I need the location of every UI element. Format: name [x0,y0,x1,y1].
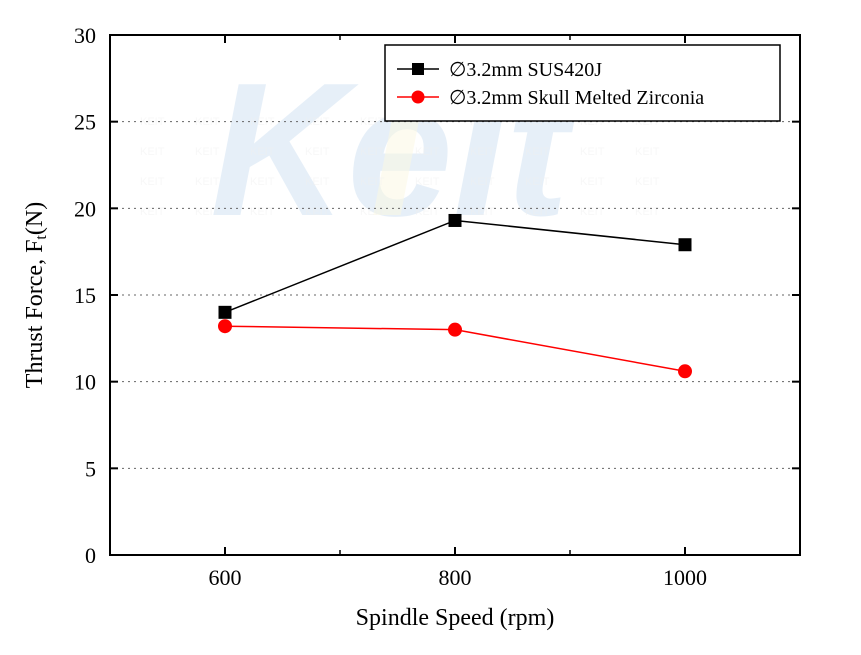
chart-svg: KeItIKEITKEITKEITKEITKEITKEITKEITKEITKEI… [0,0,861,655]
svg-text:KEIT: KEIT [140,176,165,188]
svg-text:KEIT: KEIT [470,206,495,218]
svg-text:KEIT: KEIT [415,146,440,158]
svg-text:KEIT: KEIT [635,146,660,158]
x-tick-label: 800 [439,565,472,590]
svg-text:KEIT: KEIT [470,146,495,158]
y-tick-label: 10 [74,370,96,395]
series-marker [679,365,692,378]
svg-text:KEIT: KEIT [525,176,550,188]
svg-text:KEIT: KEIT [580,206,605,218]
y-tick-label: 20 [74,196,96,221]
svg-text:KEIT: KEIT [360,146,385,158]
svg-text:KEIT: KEIT [195,176,220,188]
svg-text:KEIT: KEIT [305,146,330,158]
svg-text:KEIT: KEIT [250,146,275,158]
legend-label: ∅3.2mm SUS420J [449,59,602,81]
series-marker [679,239,691,251]
svg-text:KEIT: KEIT [415,206,440,218]
y-tick-label: 25 [74,110,96,135]
svg-text:KEIT: KEIT [195,146,220,158]
svg-text:KEIT: KEIT [580,146,605,158]
series-marker [449,323,462,336]
legend-label: ∅3.2mm Skull Melted Zirconia [449,87,704,109]
svg-text:KEIT: KEIT [580,176,605,188]
svg-text:KEIT: KEIT [360,206,385,218]
legend-box [385,45,780,121]
y-tick-label: 30 [74,23,96,48]
svg-text:KEIT: KEIT [470,176,495,188]
svg-text:KEIT: KEIT [250,116,275,128]
x-axis-label: Spindle Speed (rpm) [356,605,555,631]
y-tick-label: 5 [85,456,96,481]
svg-text:KEIT: KEIT [635,176,660,188]
x-tick-label: 600 [209,565,242,590]
svg-text:KEIT: KEIT [140,146,165,158]
svg-text:Thrust Force, Ft(N): Thrust Force, Ft(N) [22,202,50,388]
series-marker [449,214,461,226]
svg-text:KEIT: KEIT [195,206,220,218]
chart-container: KeItIKEITKEITKEITKEITKEITKEITKEITKEITKEI… [0,0,861,655]
svg-text:KEIT: KEIT [360,176,385,188]
svg-text:KEIT: KEIT [525,206,550,218]
y-tick-label: 15 [74,283,96,308]
svg-text:KEIT: KEIT [140,206,165,218]
series-marker [219,320,232,333]
series-marker [219,306,231,318]
x-tick-label: 1000 [663,565,707,590]
svg-text:KEIT: KEIT [635,206,660,218]
svg-text:KEIT: KEIT [250,206,275,218]
y-axis-label: Thrust Force, Ft(N) [22,202,50,388]
svg-text:KEIT: KEIT [525,146,550,158]
svg-text:KEIT: KEIT [250,176,275,188]
y-tick-label: 0 [85,543,96,568]
svg-text:KEIT: KEIT [415,176,440,188]
svg-text:KEIT: KEIT [305,206,330,218]
svg-text:KEIT: KEIT [305,176,330,188]
